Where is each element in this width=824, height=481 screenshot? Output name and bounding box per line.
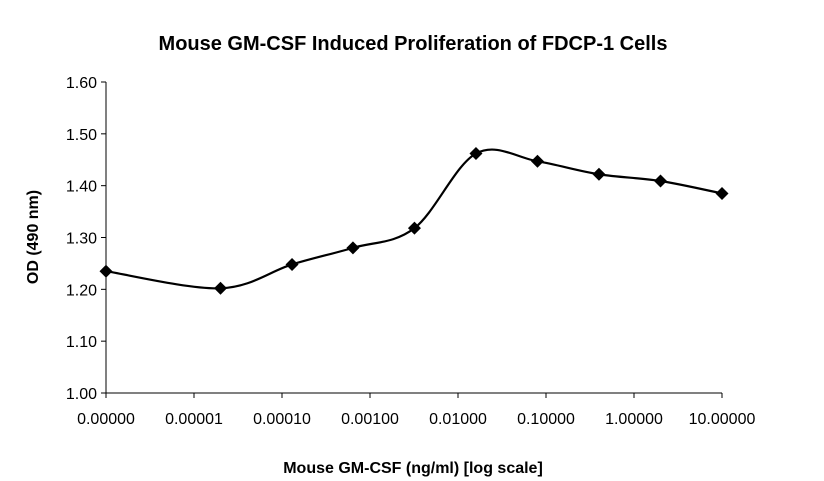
data-point xyxy=(469,147,483,161)
x-tick-label: 1.00000 xyxy=(605,411,663,428)
data-point xyxy=(530,154,544,168)
series-line xyxy=(105,148,723,290)
x-axis-label: Mouse GM-CSF (ng/ml) [log scale] xyxy=(283,460,543,477)
data-point xyxy=(407,221,421,235)
x-tick-label: 0.00001 xyxy=(165,411,223,428)
chart-title: Mouse GM-CSF Induced Proliferation of FD… xyxy=(159,33,668,55)
data-point xyxy=(592,167,606,181)
x-tick-label: 10.00000 xyxy=(689,411,756,428)
data-point xyxy=(346,241,360,255)
x-tick-label: 0.01000 xyxy=(429,411,487,428)
x-tick-label: 0.00100 xyxy=(341,411,399,428)
data-point xyxy=(715,186,729,200)
y-tick-label: 1.00 xyxy=(66,386,97,403)
data-point xyxy=(285,257,299,271)
x-tick-label: 0.00010 xyxy=(253,411,311,428)
y-tick-label: 1.10 xyxy=(66,334,97,351)
y-tick-label: 1.30 xyxy=(66,231,97,248)
y-tick-label: 1.50 xyxy=(66,127,97,144)
y-axis-label: OD (490 nm) xyxy=(25,190,42,284)
plot-area: 1.00 1.10 1.20 1.30 1.40 1.50 1.60 0.00000 0.000… xyxy=(66,75,756,428)
data-point xyxy=(213,281,227,295)
y-tick-label: 1.60 xyxy=(66,75,97,92)
y-tick-label: 1.20 xyxy=(66,282,97,299)
x-tick-label: 0.00000 xyxy=(77,411,135,428)
data-point xyxy=(99,264,113,278)
y-tick-label: 1.40 xyxy=(66,179,97,196)
x-tick-label: 0.10000 xyxy=(517,411,575,428)
data-point xyxy=(653,174,667,188)
